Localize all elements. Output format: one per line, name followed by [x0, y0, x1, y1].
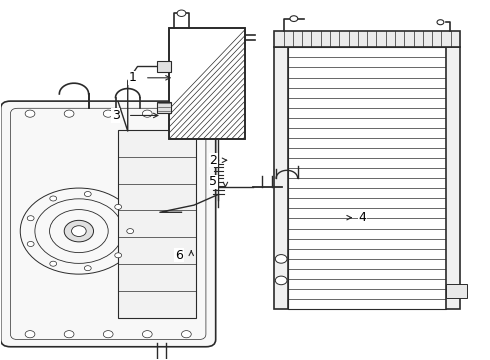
Circle shape — [103, 330, 113, 338]
Bar — [446, 284, 467, 298]
Bar — [274, 47, 288, 309]
Circle shape — [115, 204, 122, 210]
Circle shape — [25, 110, 35, 117]
Circle shape — [25, 330, 35, 338]
Circle shape — [115, 253, 122, 258]
Text: 5: 5 — [209, 175, 217, 188]
Text: 3: 3 — [112, 109, 120, 122]
Text: 4: 4 — [358, 211, 366, 224]
Text: 2: 2 — [209, 154, 217, 167]
Circle shape — [64, 330, 74, 338]
Circle shape — [181, 330, 191, 338]
Bar — [157, 102, 171, 113]
Bar — [169, 28, 245, 139]
Circle shape — [84, 266, 91, 271]
Bar — [274, 31, 460, 47]
Circle shape — [64, 220, 94, 242]
Circle shape — [72, 226, 86, 237]
Text: 1: 1 — [129, 71, 137, 84]
Bar — [169, 28, 245, 139]
Bar — [446, 47, 460, 309]
Bar — [157, 61, 171, 72]
Circle shape — [27, 242, 34, 247]
Circle shape — [50, 196, 57, 201]
Bar — [288, 47, 446, 309]
Circle shape — [143, 110, 152, 117]
Circle shape — [437, 20, 444, 25]
Circle shape — [275, 255, 287, 263]
Circle shape — [50, 261, 57, 266]
Circle shape — [181, 110, 191, 117]
Circle shape — [64, 110, 74, 117]
Bar — [118, 130, 196, 318]
Circle shape — [127, 229, 134, 234]
Circle shape — [177, 10, 186, 17]
Circle shape — [290, 16, 298, 22]
Circle shape — [143, 330, 152, 338]
Text: 6: 6 — [175, 249, 183, 262]
Circle shape — [27, 216, 34, 221]
Circle shape — [275, 276, 287, 285]
FancyBboxPatch shape — [0, 101, 216, 347]
Circle shape — [103, 110, 113, 117]
Circle shape — [84, 192, 91, 197]
